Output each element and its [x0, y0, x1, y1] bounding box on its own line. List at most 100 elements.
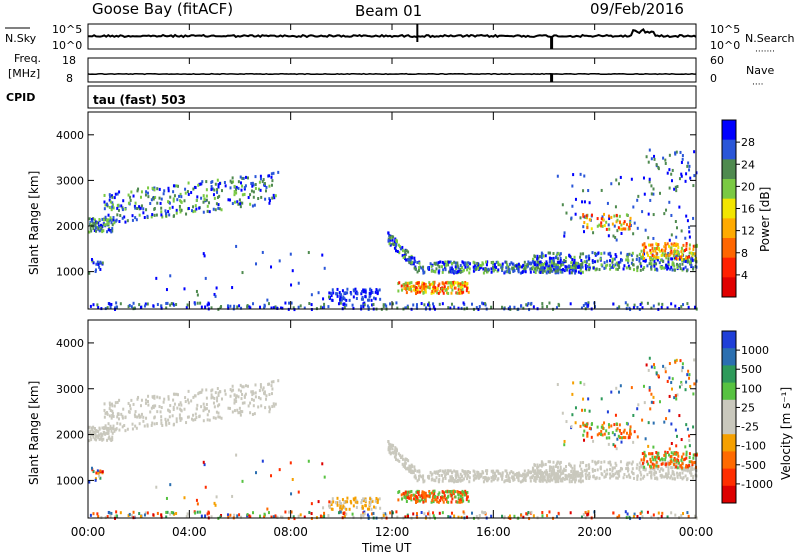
- velocity-point: [664, 452, 667, 456]
- power-point: [423, 303, 426, 307]
- velocity-point: [661, 460, 664, 464]
- velocity-point: [205, 402, 208, 406]
- power-point: [556, 265, 559, 269]
- power-point: [552, 256, 555, 260]
- power-point: [111, 203, 114, 207]
- power-point: [527, 302, 530, 306]
- power-point: [147, 191, 150, 195]
- velocity-point: [195, 416, 198, 420]
- power-point: [202, 252, 205, 256]
- velocity-point: [562, 469, 565, 473]
- velocity-point: [654, 455, 657, 459]
- velocity-point: [504, 479, 507, 483]
- velocity-point: [194, 394, 197, 398]
- power-point: [648, 262, 651, 266]
- power-point: [482, 262, 485, 266]
- velocity-point: [454, 470, 457, 474]
- velocity-point: [691, 467, 694, 471]
- nsearch-label: N.Search: [745, 32, 795, 45]
- velocity-point: [111, 413, 114, 417]
- power-point: [109, 195, 112, 199]
- power-point: [104, 203, 107, 207]
- velocity-point: [208, 418, 211, 422]
- power-point: [153, 186, 156, 190]
- velocity-point: [103, 431, 106, 435]
- velocity-point: [661, 457, 664, 461]
- power-point: [89, 226, 92, 230]
- power-point: [204, 276, 207, 280]
- colorbar-tick-label: 20: [741, 180, 755, 193]
- power-point: [200, 196, 203, 200]
- power-point: [615, 238, 618, 242]
- power-point: [226, 304, 229, 308]
- power-point: [259, 188, 262, 192]
- velocity-point: [388, 442, 391, 446]
- power-point: [673, 264, 676, 268]
- power-point: [107, 222, 110, 226]
- velocity-point: [303, 515, 306, 519]
- velocity-point: [609, 476, 612, 480]
- power-point: [435, 267, 438, 271]
- velocity-point: [453, 514, 456, 518]
- power-point: [369, 292, 372, 296]
- velocity-point: [601, 426, 604, 430]
- power-point: [92, 222, 95, 226]
- power-point: [670, 242, 673, 246]
- power-point: [639, 262, 642, 266]
- power-point: [402, 283, 405, 287]
- power-point: [603, 212, 606, 216]
- power-point: [688, 243, 691, 247]
- power-point: [497, 261, 500, 265]
- power-point: [548, 256, 551, 260]
- velocity-point: [524, 479, 527, 483]
- velocity-point: [234, 396, 237, 400]
- velocity-point: [495, 469, 498, 473]
- power-point: [156, 187, 159, 191]
- velocity-point: [613, 423, 616, 427]
- velocity-point: [523, 476, 526, 480]
- power-point: [622, 267, 625, 271]
- power-point: [205, 180, 208, 184]
- velocity-point: [98, 426, 101, 430]
- velocity-point: [472, 474, 475, 478]
- power-point: [420, 302, 423, 306]
- power-point: [458, 269, 461, 273]
- velocity-point: [527, 469, 530, 473]
- power-point: [692, 216, 695, 220]
- velocity-point: [667, 469, 670, 473]
- velocity-point: [257, 396, 260, 400]
- power-point: [367, 298, 370, 302]
- power-point: [560, 268, 563, 272]
- velocity-point: [123, 424, 126, 428]
- power-point: [442, 268, 445, 272]
- power-point: [572, 173, 575, 177]
- velocity-point: [499, 472, 502, 476]
- velocity-point: [100, 432, 103, 436]
- power-point: [132, 194, 135, 198]
- velocity-point: [555, 472, 558, 476]
- power-point: [693, 258, 696, 262]
- velocity-point: [578, 474, 581, 478]
- velocity-point: [563, 467, 566, 471]
- velocity-point: [187, 415, 190, 419]
- power-point: [671, 168, 674, 172]
- power-point: [237, 186, 240, 190]
- power-point: [642, 259, 645, 263]
- power-point: [196, 195, 199, 199]
- power-point: [536, 254, 539, 258]
- velocity-point: [552, 460, 555, 464]
- power-point: [121, 206, 124, 210]
- velocity-point: [563, 439, 566, 443]
- velocity-point: [200, 514, 203, 518]
- velocity-point: [639, 477, 642, 481]
- power-point: [165, 306, 168, 310]
- velocity-point: [492, 478, 495, 482]
- velocity-point: [628, 431, 631, 435]
- colorbar-segment: [722, 139, 736, 160]
- velocity-point: [636, 463, 639, 467]
- power-point: [623, 264, 626, 268]
- power-point: [685, 244, 688, 248]
- power-point: [206, 204, 209, 208]
- power-point: [441, 302, 444, 306]
- velocity-point: [176, 393, 179, 397]
